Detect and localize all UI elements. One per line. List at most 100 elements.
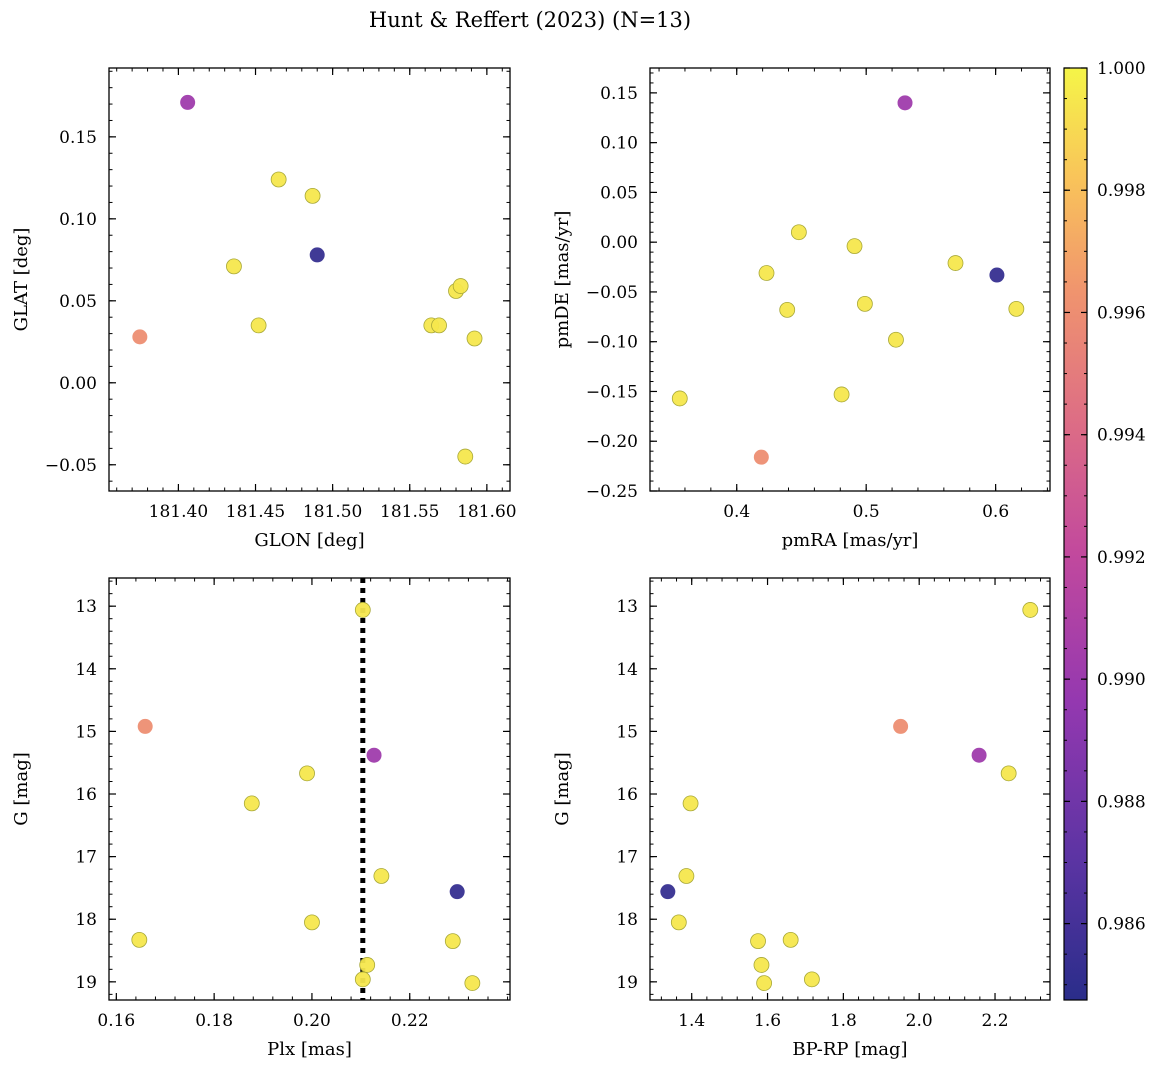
y-tick-label: 0.05 xyxy=(600,183,638,203)
axes-frame xyxy=(108,67,511,492)
panel-plx-g: 0.16 0.18 0.20 0.22 13 14 15 16 17 18 19 Plx [mas] G… xyxy=(11,577,511,1060)
x-axis-label: GLON [deg] xyxy=(254,530,364,551)
scatter-point xyxy=(132,329,148,345)
y-tick-label: 18 xyxy=(616,910,638,930)
y-tick-label: 19 xyxy=(75,973,97,993)
x-tick-label: 181.40 xyxy=(149,502,208,522)
y-tick-label: −0.15 xyxy=(586,382,638,402)
y-tick-label: 0.00 xyxy=(600,233,638,253)
y-tick-label: −0.05 xyxy=(586,283,638,303)
scatter-point xyxy=(226,258,242,275)
x-axis-label: BP-RP [mag] xyxy=(792,1039,907,1060)
scatter-point xyxy=(750,933,766,950)
x-tick-label: 1.8 xyxy=(830,1011,857,1031)
y-axis-label: pmDE [mas/yr] xyxy=(552,211,573,349)
y-tick-label: 0.10 xyxy=(59,210,97,230)
scatter-point xyxy=(888,331,904,348)
y-tick-label: 0.10 xyxy=(600,134,638,154)
scatter-point xyxy=(373,868,390,884)
scatter-point xyxy=(1008,300,1025,317)
scatter-point xyxy=(452,278,469,294)
scatter-point xyxy=(753,957,770,973)
scatter-point xyxy=(449,884,465,900)
y-tick-label: 18 xyxy=(75,910,97,930)
y-tick-label: 16 xyxy=(75,785,97,805)
colorbar-ticks: 0.986 0.988 0.990 0.992 0.994 0.996 0.998 1.000 xyxy=(1064,59,1146,986)
scatter-point xyxy=(846,238,863,255)
colorbar-tick-label: 0.992 xyxy=(1097,548,1146,568)
y-tick-label: 13 xyxy=(616,597,638,617)
scatter-point xyxy=(756,975,773,991)
scatter-point xyxy=(678,868,695,884)
y-tick-label: 0.05 xyxy=(59,292,97,312)
y-tick-label: −0.25 xyxy=(586,482,638,502)
scatter-point xyxy=(1022,602,1039,618)
colorbar-tick-label: 1.000 xyxy=(1097,59,1146,79)
scatter-point xyxy=(670,914,687,931)
scatter-point xyxy=(304,914,320,931)
y-tick-label: 0.15 xyxy=(59,128,97,148)
x-axis-label: pmRA [mas/yr] xyxy=(782,530,919,551)
y-tick-label: 16 xyxy=(616,785,638,805)
x-tick-label: 0.16 xyxy=(97,1011,135,1031)
x-tick-label: 2.2 xyxy=(982,1011,1009,1031)
y-axis-label: GLAT [deg] xyxy=(11,228,32,332)
scatter-point xyxy=(180,94,196,110)
x-axis-label: Plx [mas] xyxy=(267,1039,352,1060)
scatter-point xyxy=(137,718,153,734)
x-tick-label: 181.60 xyxy=(457,502,516,522)
y-tick-label: −0.05 xyxy=(45,456,97,476)
y-tick-label: 15 xyxy=(75,722,97,742)
scatter-point xyxy=(299,765,315,782)
scatter-point xyxy=(753,449,769,465)
axes-frame xyxy=(108,577,511,1001)
scatter-point xyxy=(893,718,909,734)
scatter-point xyxy=(354,971,371,988)
scatter-point xyxy=(354,602,371,618)
axes-frame xyxy=(649,67,1051,492)
colorbar: 0.986 0.988 0.990 0.992 0.994 0.996 0.998 1.000 xyxy=(1063,59,1146,1001)
colorbar-tick-label: 0.988 xyxy=(1097,792,1146,812)
scatter-point xyxy=(947,255,964,271)
scatter-point xyxy=(466,330,483,347)
scatter-point xyxy=(989,267,1005,283)
scatter-point xyxy=(309,247,325,263)
scatter-point xyxy=(243,795,260,812)
scatter-point xyxy=(660,884,676,900)
y-tick-label: −0.10 xyxy=(586,333,638,353)
colorbar-tick-label: 0.986 xyxy=(1097,915,1146,935)
axes-frame xyxy=(649,577,1051,1001)
scatter-point xyxy=(1000,765,1017,782)
colorbar-gradient xyxy=(1063,67,1088,1001)
colorbar-tick-label: 0.998 xyxy=(1097,181,1146,201)
x-tick-label: 1.4 xyxy=(678,1011,705,1031)
y-tick-label: 13 xyxy=(75,597,97,617)
y-tick-label: 14 xyxy=(75,660,97,680)
colorbar-tick-label: 0.994 xyxy=(1097,426,1146,446)
x-tick-label: 0.22 xyxy=(391,1011,429,1031)
scatter-point xyxy=(131,931,148,948)
scatter-point xyxy=(359,957,376,973)
panel-glon-glat: 181.40 181.45 181.50 181.55 181.60 0.15 0.10 0.… xyxy=(11,67,517,551)
scatter-point xyxy=(304,187,321,204)
scatter-point xyxy=(270,171,287,188)
x-tick-label: 1.6 xyxy=(754,1011,781,1031)
scatter-point xyxy=(758,265,775,281)
panel-bprp-g: 1.4 1.6 1.8 2.0 2.2 13 14 15 16 17 18 19 BP-RP [mag]… xyxy=(552,577,1051,1060)
y-tick-label: 15 xyxy=(616,722,638,742)
x-tick-label: 181.50 xyxy=(303,502,362,522)
y-tick-label: −0.20 xyxy=(586,432,638,452)
scatter-point xyxy=(833,386,850,403)
y-tick-label: 14 xyxy=(616,660,638,680)
panel-pmra-pmde: 0.4 0.5 0.6 0.15 0.10 0.05 0.00 −0.05 −0.10 −0.15… xyxy=(552,67,1051,551)
y-tick-label: 17 xyxy=(75,848,97,868)
y-axis-label: G [mag] xyxy=(552,752,573,825)
x-tick-label: 181.45 xyxy=(226,502,285,522)
scatter-point xyxy=(856,295,873,312)
figure-title: Hunt & Reffert (2023) (N=13) xyxy=(369,8,691,32)
x-tick-label: 0.6 xyxy=(982,502,1009,522)
scatter-point xyxy=(457,448,474,465)
y-tick-label: 17 xyxy=(616,848,638,868)
scatter-point xyxy=(366,747,382,763)
scatter-point xyxy=(779,301,796,318)
